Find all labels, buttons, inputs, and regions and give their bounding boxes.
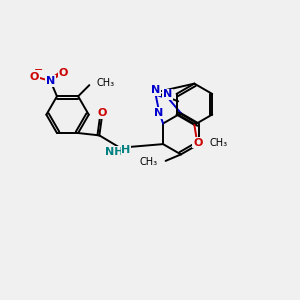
Text: NH: NH: [105, 147, 124, 157]
Text: O: O: [30, 72, 39, 82]
Text: N: N: [46, 76, 55, 86]
Text: −: −: [33, 65, 43, 75]
Text: O: O: [59, 68, 68, 78]
Text: N: N: [151, 85, 160, 95]
Text: N: N: [163, 89, 172, 99]
Text: CH₃: CH₃: [139, 158, 158, 167]
Text: H: H: [121, 145, 130, 155]
Text: CH₃: CH₃: [209, 138, 227, 148]
Text: CH₃: CH₃: [97, 78, 115, 88]
Text: O: O: [98, 108, 107, 118]
Text: O: O: [193, 137, 203, 148]
Text: N: N: [154, 108, 163, 118]
